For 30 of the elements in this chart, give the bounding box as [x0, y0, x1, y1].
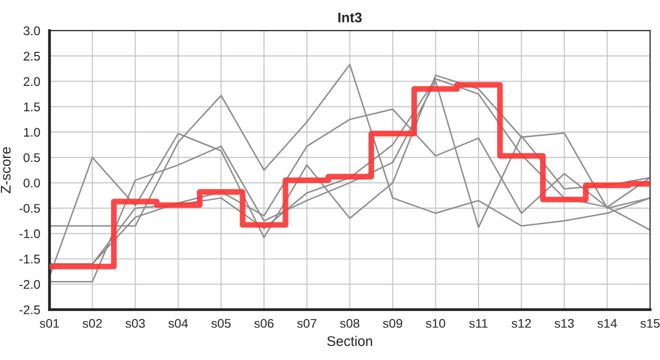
x-tick-label: s04: [168, 318, 188, 328]
x-tick-label: s15: [640, 319, 660, 328]
x-tick-label: s09: [382, 318, 402, 328]
x-axis-title: Section: [327, 336, 372, 346]
y-tick-label: 3.0: [24, 26, 40, 36]
x-tick-label: s13: [554, 318, 574, 328]
y-tick-label: -1.5: [19, 254, 40, 264]
x-tick-label: s12: [512, 318, 531, 328]
x-tick-label: s02: [82, 318, 102, 328]
x-tick-label: s14: [597, 319, 617, 328]
x-tick-label: s06: [254, 318, 274, 328]
y-tick-label: 1.0: [24, 128, 40, 137]
y-tick-label: -2.5: [19, 305, 40, 314]
x-tick-label: s01: [40, 318, 59, 328]
chart-title: Int3: [338, 12, 362, 22]
y-tick-label: 1.5: [24, 102, 40, 112]
y-tick-label: 0.0: [24, 178, 40, 188]
x-tick-label: s10: [426, 318, 446, 328]
y-tick-label: 2.5: [24, 52, 40, 61]
x-tick-label: s11: [469, 319, 488, 328]
x-tick-label: s08: [340, 318, 360, 328]
y-tick-label: -1.0: [19, 229, 40, 238]
y-tick-label: -2.0: [19, 280, 40, 289]
x-tick-label: s03: [126, 318, 145, 328]
x-tick-label: s07: [297, 318, 316, 328]
y-tick-label: 2.0: [24, 77, 40, 86]
y-tick-label: 0.5: [24, 153, 40, 162]
y-axis-title: Z-score: [0, 147, 11, 194]
y-tick-label: -0.5: [19, 204, 40, 213]
x-tick-label: s05: [211, 318, 231, 328]
